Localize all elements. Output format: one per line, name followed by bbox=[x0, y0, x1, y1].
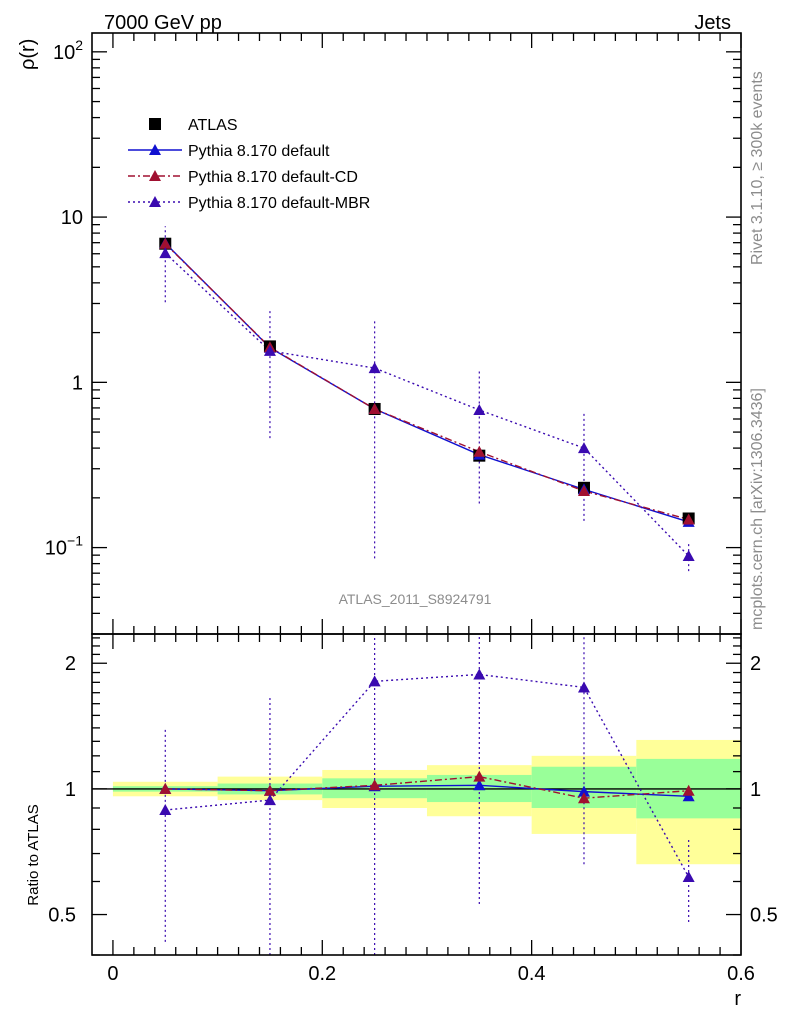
analysis-watermark: ATLAS_2011_S8924791 bbox=[339, 591, 492, 607]
tick-base: 10 bbox=[53, 42, 75, 64]
ratio-data-point bbox=[159, 782, 172, 794]
ratio-data-point bbox=[473, 770, 486, 782]
ratio-y-tick-label-right: 1 bbox=[750, 779, 761, 801]
x-tick-label: 0.4 bbox=[518, 963, 546, 985]
main-series-line bbox=[164, 243, 689, 521]
legend: ATLAS Pythia 8.170 default Pythia 8.170 de… bbox=[128, 117, 370, 212]
main-data-point bbox=[159, 237, 172, 249]
main-y-tick-label: 10 bbox=[61, 207, 83, 229]
ratio-y-tick-label-right: 0.5 bbox=[750, 905, 778, 927]
ratio-data-point bbox=[577, 785, 590, 797]
main-data-point bbox=[473, 445, 486, 457]
main-series-line bbox=[164, 252, 690, 557]
process-label: Jets bbox=[694, 12, 731, 34]
ratio-data-point bbox=[263, 794, 276, 806]
x-tick-label: 0 bbox=[107, 963, 118, 985]
main-y-tick-label: 10−1 bbox=[45, 533, 83, 560]
main-data-point bbox=[577, 485, 590, 497]
ratio-data-point bbox=[682, 871, 695, 883]
ratio-data-point bbox=[577, 792, 590, 804]
legend-marker bbox=[149, 118, 161, 130]
ratio-data-point bbox=[368, 675, 381, 687]
ratio-y-tick-label-left: 1 bbox=[65, 779, 76, 801]
energy-label: 7000 GeV pp bbox=[104, 12, 222, 34]
main-data-point bbox=[473, 404, 486, 416]
tick-base: 10 bbox=[45, 538, 67, 560]
x-tick-label: 0.6 bbox=[727, 963, 755, 985]
x-tick-label: 0.2 bbox=[308, 963, 336, 985]
ratio-y-tick-label-left: 2 bbox=[65, 653, 76, 675]
ratio-series-line bbox=[165, 673, 690, 878]
legend-label: ATLAS bbox=[188, 117, 238, 134]
legend-label: Pythia 8.170 default bbox=[188, 143, 330, 160]
tick-exponent: −1 bbox=[67, 533, 83, 549]
tick-exponent: 2 bbox=[75, 37, 83, 53]
ratio-data-point bbox=[577, 681, 590, 693]
ratio-ylabel: Ratio to ATLAS bbox=[25, 804, 42, 905]
mcplots-reference-label: mcplots.cern.ch [arXiv:1306.3436] bbox=[749, 388, 766, 630]
ratio-data-point bbox=[368, 779, 381, 791]
ratio-data-point bbox=[473, 779, 486, 791]
rivet-version-label: Rivet 3.1.10, ≥ 300k events bbox=[749, 71, 766, 265]
main-series-line bbox=[164, 242, 689, 523]
ratio-data-point bbox=[473, 668, 486, 680]
legend-marker bbox=[149, 144, 161, 155]
legend-label: Pythia 8.170 default-CD bbox=[188, 169, 358, 186]
ratio-data-point bbox=[682, 784, 695, 796]
ratio-uncertainty-bands bbox=[92, 739, 741, 865]
main-plot-layer bbox=[159, 226, 695, 572]
main-data-point bbox=[368, 402, 381, 414]
main-data-point bbox=[577, 442, 590, 454]
main-data-point bbox=[682, 549, 695, 561]
ratio-plot-frame bbox=[91, 633, 742, 956]
main-data-point bbox=[682, 513, 695, 525]
main-data-point bbox=[263, 344, 276, 356]
ratio-data-point bbox=[263, 784, 276, 796]
legend-marker bbox=[149, 170, 161, 181]
legend-label: Pythia 8.170 default-MBR bbox=[188, 195, 370, 212]
ratio-series-line bbox=[165, 775, 689, 799]
ratio-y-tick-label-left: 0.5 bbox=[48, 905, 76, 927]
ratio-plot-layer bbox=[159, 634, 695, 955]
ratio-data-point bbox=[159, 804, 172, 816]
ratio-data-point bbox=[682, 790, 695, 802]
ratio-y-tick-label-right: 2 bbox=[750, 653, 761, 675]
main-data-point bbox=[159, 247, 172, 259]
ratio-xlabel: r bbox=[734, 988, 741, 1010]
main-y-tick-label: 102 bbox=[53, 37, 83, 64]
ratio-series-line bbox=[165, 784, 689, 797]
main-data-point bbox=[368, 362, 381, 374]
legend-marker bbox=[149, 196, 161, 207]
main-ylabel: ρ(r) bbox=[17, 39, 39, 70]
main-y-tick-label: 1 bbox=[72, 372, 83, 394]
